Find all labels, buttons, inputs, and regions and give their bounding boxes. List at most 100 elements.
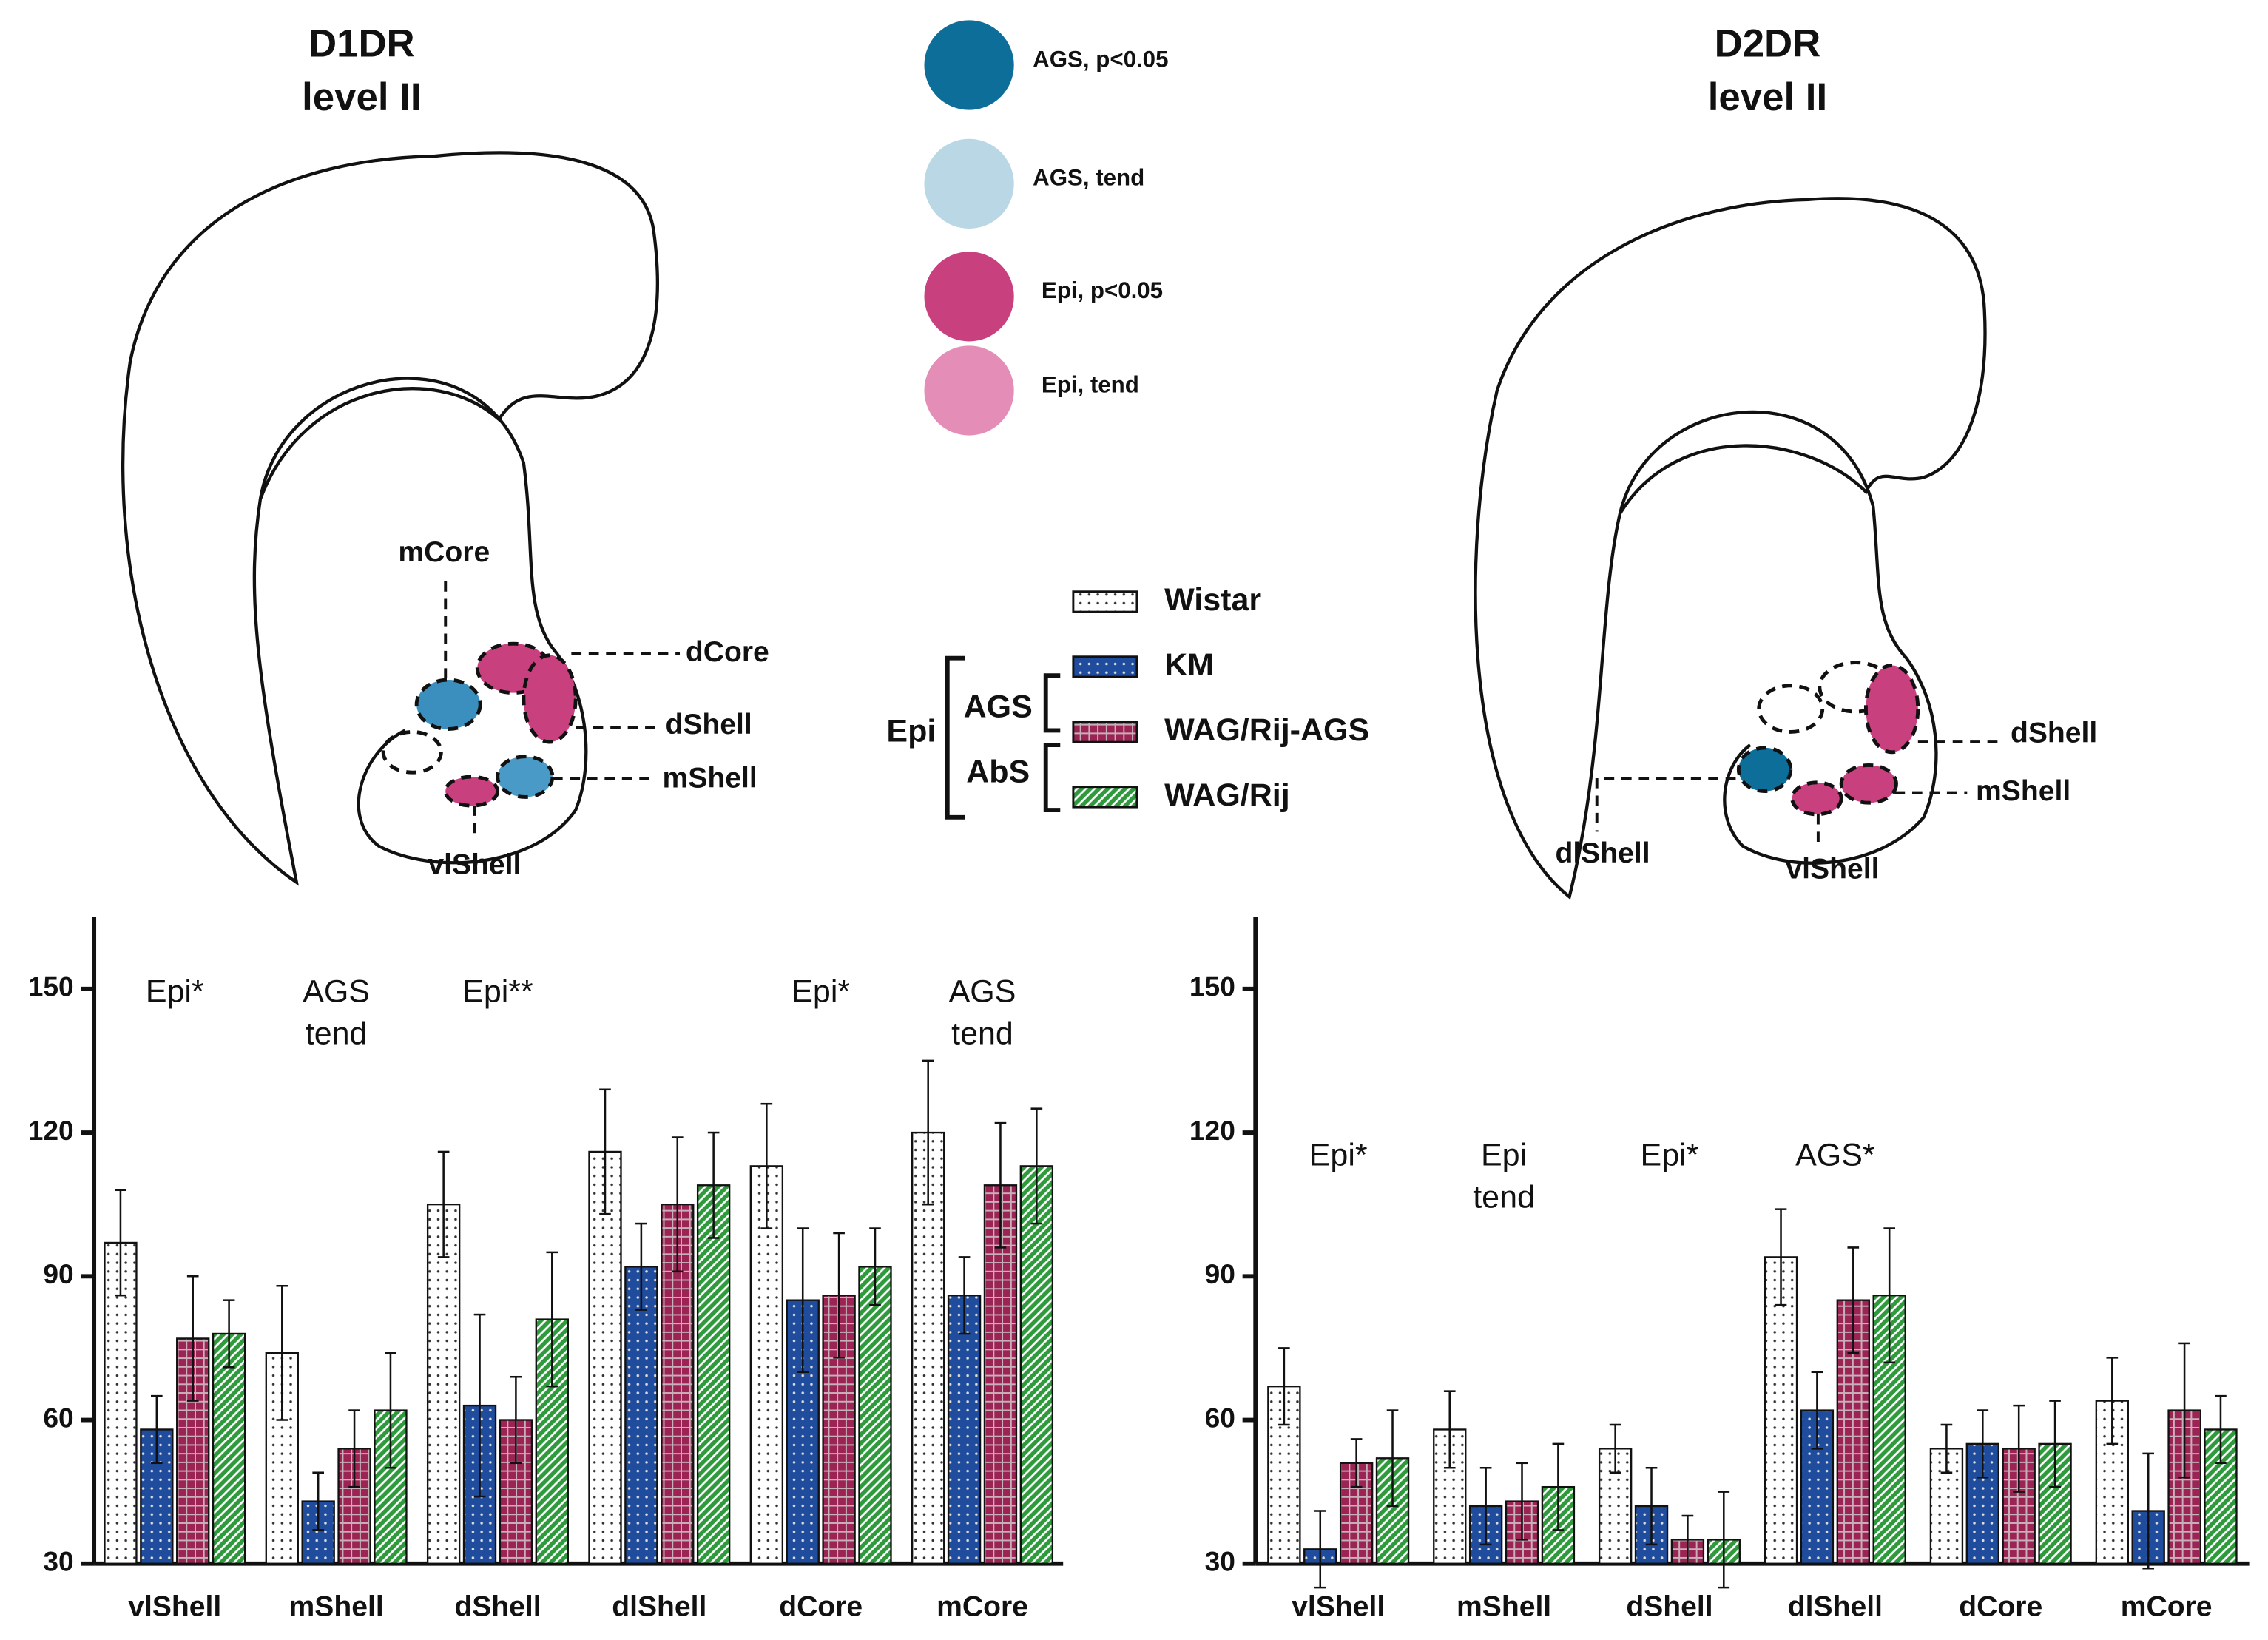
error-bar — [922, 1059, 934, 1206]
x-tick-label: mCore — [2121, 1591, 2213, 1623]
diagram-title: D1DR — [308, 22, 415, 66]
error-bar — [151, 1394, 163, 1465]
diagram-title: level II — [302, 75, 421, 119]
error-bar — [2215, 1394, 2227, 1465]
region-dshell-2 — [1863, 664, 1920, 755]
error-bar — [994, 1121, 1007, 1249]
error-bar — [1681, 1514, 1694, 1565]
x-tick-label: dShell — [1626, 1591, 1712, 1623]
annotation: tend — [1473, 1179, 1535, 1215]
error-bar — [2049, 1400, 2061, 1488]
bar — [426, 1203, 461, 1565]
legend-label: WAG/Rij — [1164, 777, 1290, 813]
region-label: vlShell — [428, 849, 521, 881]
region-label: mShell — [1976, 775, 2070, 807]
legend-swatch — [1072, 721, 1138, 743]
group-label: AbS — [966, 754, 1030, 789]
group-label: AGS — [964, 689, 1033, 724]
region-dlshell — [381, 729, 443, 775]
error-bar — [223, 1299, 235, 1369]
error-bar — [1350, 1438, 1363, 1488]
color-key-swatch — [924, 138, 1014, 229]
annotation: AGS — [949, 974, 1016, 1010]
error-bar — [833, 1232, 845, 1359]
region-mshell-2 — [1839, 763, 1898, 805]
error-bar — [276, 1284, 288, 1421]
brain-outlines — [121, 151, 1987, 900]
y-tick-label: 30 — [43, 1546, 73, 1577]
error-bar — [1314, 1510, 1326, 1589]
error-bar — [797, 1227, 809, 1374]
bar — [696, 1184, 731, 1565]
y-tick-label: 150 — [1189, 971, 1235, 1002]
y-tick-label: 60 — [43, 1402, 73, 1433]
error-bar — [707, 1131, 720, 1239]
region-label: dShell — [2011, 718, 2097, 749]
error-bar — [1278, 1347, 1290, 1426]
brain-outline-left — [121, 151, 659, 886]
color-key-label: AGS, tend — [1033, 165, 1144, 191]
brain-outline-right — [1474, 197, 1987, 900]
bar — [588, 1150, 622, 1565]
region-dlshell-2 — [1736, 746, 1793, 794]
color-key-label: AGS, p<0.05 — [1033, 46, 1168, 72]
region-vlshell — [443, 775, 500, 808]
error-bar — [2178, 1342, 2190, 1479]
error-bar — [1775, 1208, 1787, 1306]
color-key-label: Epi, p<0.05 — [1042, 277, 1163, 303]
region-label: dlShell — [1555, 837, 1650, 869]
error-bar — [1552, 1442, 1565, 1531]
brain-inner-right — [1618, 410, 1938, 865]
leader-lines — [444, 581, 2004, 846]
region-vlshell-2 — [1790, 780, 1843, 817]
region-label: mShell — [663, 762, 757, 794]
bar — [212, 1332, 246, 1565]
y-tick-label: 150 — [28, 971, 74, 1002]
annotation: Epi* — [1309, 1138, 1368, 1173]
x-tick-label: mShell — [1457, 1591, 1551, 1623]
color-key-swatch — [924, 345, 1014, 436]
annotation: AGS* — [1795, 1138, 1875, 1173]
error-bar — [1516, 1462, 1528, 1541]
legend-swatch — [1072, 786, 1138, 809]
bar — [858, 1266, 892, 1565]
y-tick-label: 30 — [1205, 1546, 1235, 1577]
error-bar — [1883, 1227, 1896, 1364]
x-tick-label: mShell — [289, 1591, 384, 1623]
error-bar — [869, 1227, 881, 1306]
color-key-swatch — [924, 252, 1014, 342]
error-bar — [2013, 1404, 2025, 1493]
annotation: Epi* — [146, 974, 204, 1010]
error-bar — [1811, 1371, 1823, 1450]
error-bar — [1645, 1466, 1658, 1546]
bar — [1433, 1428, 1467, 1565]
annotation: Epi* — [1641, 1138, 1699, 1173]
bar — [624, 1266, 658, 1565]
x-tick-label: dlShell — [612, 1591, 706, 1623]
region-mshell — [496, 755, 555, 799]
error-bar — [1940, 1423, 1953, 1474]
error-bar — [186, 1275, 199, 1402]
diagram-title: level II — [1708, 75, 1827, 119]
annotation: Epi* — [792, 974, 850, 1010]
x-tick-label: vlShell — [1292, 1591, 1385, 1623]
x-tick-label: dCore — [1959, 1591, 2042, 1623]
error-bar — [115, 1189, 126, 1297]
error-bar — [1718, 1491, 1730, 1589]
x-tick-label: vlShell — [128, 1591, 221, 1623]
error-bar — [1609, 1423, 1621, 1474]
bar — [1019, 1165, 1054, 1565]
error-bar — [437, 1150, 450, 1258]
region-label: mCore — [398, 536, 490, 568]
error-bar — [671, 1136, 684, 1273]
bar — [749, 1165, 784, 1565]
region-label: vlShell — [1786, 853, 1879, 885]
error-bar — [348, 1409, 360, 1488]
legend-brackets — [945, 655, 1061, 820]
error-bar — [312, 1471, 324, 1531]
bar — [2204, 1428, 2238, 1565]
error-bar — [635, 1222, 647, 1311]
x-tick-label: mCore — [936, 1591, 1028, 1623]
region-mcore — [414, 678, 482, 731]
annotation: tend — [951, 1016, 1013, 1051]
